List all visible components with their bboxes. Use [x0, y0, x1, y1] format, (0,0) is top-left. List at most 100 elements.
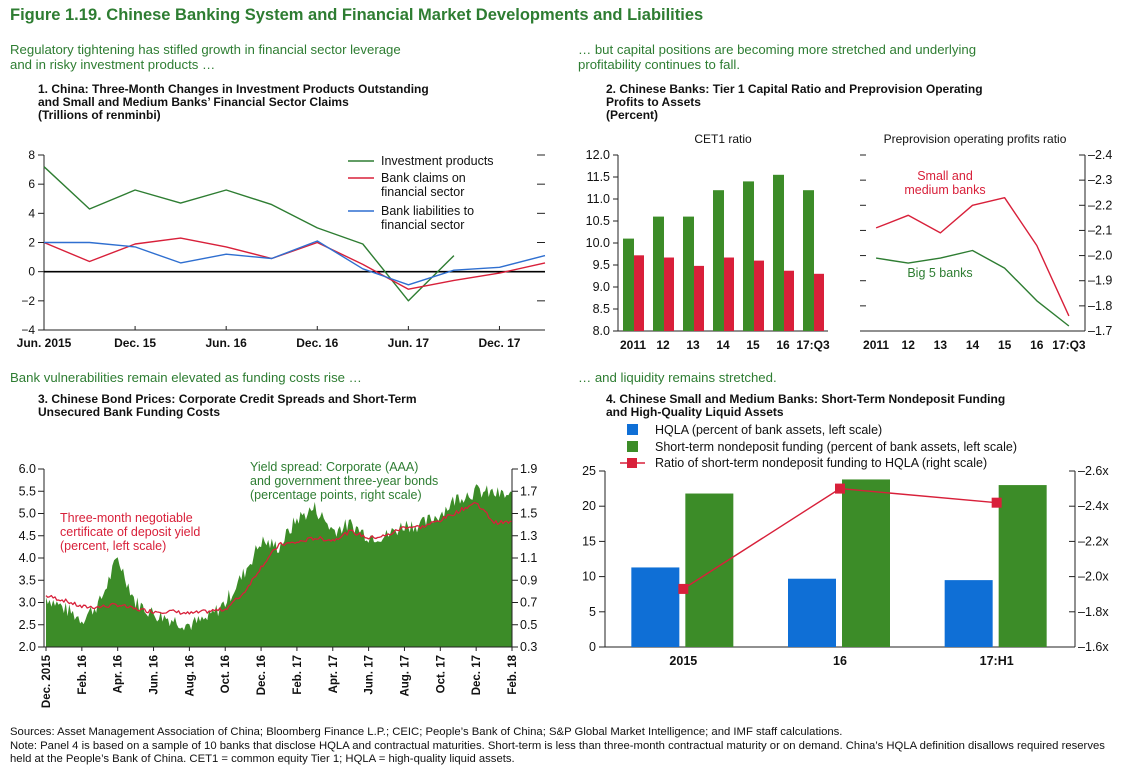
panel-title-line: and High-Quality Liquid Assets [606, 405, 784, 419]
cet1-bar-secondary [664, 257, 674, 331]
subtitle-bottom-right: … and liquidity remains stretched. [578, 370, 777, 385]
y-tick-label: 8.5 [593, 302, 610, 316]
x-tick-label: Feb. 18 [507, 654, 519, 694]
x-tick-label: Apr. 17 [328, 655, 340, 693]
y-tick-label-left: 3.0 [19, 596, 36, 610]
legend-label: Bank liabilities to [381, 204, 474, 218]
y-tick-label: 11.0 [587, 192, 610, 206]
y-tick-label: –1.7 [1088, 324, 1112, 338]
legend-label: financial sector [381, 218, 464, 232]
y-tick-label-left: 15 [582, 534, 596, 548]
x-tick-label: 2011 [863, 338, 889, 352]
y-tick-label: 10.5 [586, 214, 610, 228]
y-tick-label-left: 6.0 [19, 462, 36, 476]
x-tick-label: Dec. 17 [478, 336, 520, 350]
legend-label: Bank claims on [381, 171, 466, 185]
panel-title-line: 2. Chinese Banks: Tier 1 Capital Ratio a… [606, 82, 983, 96]
x-tick-label: Jun. 17 [364, 655, 376, 695]
panel-title-line: 3. Chinese Bond Prices: Corporate Credit… [38, 392, 417, 406]
x-tick-label: 17:H1 [980, 654, 1014, 668]
nondeposit-funding-bar [998, 485, 1047, 647]
x-tick-label: 14 [716, 338, 730, 352]
cet1-bar-secondary [694, 265, 704, 331]
cet1-bar-secondary [634, 255, 644, 331]
y-tick-label-right: –2.4x [1078, 499, 1109, 513]
x-tick-label: Apr. 16 [113, 655, 125, 693]
x-tick-label: 15 [998, 338, 1012, 352]
hqla-bar [788, 578, 836, 647]
x-tick-label: 17:Q3 [1052, 338, 1086, 352]
y-tick-label-right: –2.0x [1078, 570, 1109, 584]
hqla-bar [631, 567, 680, 647]
x-tick-label: 2011 [620, 338, 646, 352]
series-line [875, 249, 1070, 327]
cet1-bar [623, 238, 634, 331]
y-tick-label-left: 5 [589, 605, 596, 619]
y-tick-label-left: 10 [582, 570, 596, 584]
chart-subtitle: CET1 ratio [694, 132, 752, 146]
nondeposit-funding-bar [842, 479, 890, 647]
y-tick-label-left: 3.5 [19, 573, 36, 587]
subtitle-top-right: … but capital positions are becoming mor… [578, 42, 976, 72]
panel-title-line: 4. Chinese Small and Medium Banks: Short… [606, 392, 1006, 406]
methodology-note: Note: Panel 4 is based on a sample of 10… [10, 739, 1105, 766]
y-tick-label-right: 0.5 [520, 618, 537, 632]
y-tick-label-left: 25 [582, 464, 596, 478]
series-line [875, 196, 1070, 317]
x-tick-label: Jun. 2015 [17, 336, 72, 350]
cet1-bar [683, 216, 694, 331]
panel-3-title: 3. Chinese Bond Prices: Corporate Credit… [38, 393, 417, 419]
panel-2-title: 2. Chinese Banks: Tier 1 Capital Ratio a… [606, 83, 983, 122]
x-tick-label: 16 [833, 654, 847, 668]
x-tick-label: 14 [966, 338, 980, 352]
sources-note: Sources: Asset Management Association of… [10, 726, 843, 738]
figure-title: Figure 1.19. Chinese Banking System and … [10, 6, 704, 24]
y-tick-label: 10.0 [586, 236, 610, 250]
series-label: Big 5 banks [907, 266, 972, 280]
y-tick-label-right: 1.9 [520, 462, 537, 476]
subtitle-line: … but capital positions are becoming mor… [578, 42, 977, 57]
y-tick-label: 11.5 [587, 170, 610, 184]
y-tick-label: 9.5 [593, 258, 610, 272]
ratio-marker [678, 583, 689, 594]
series-label: (percentage points, right scale) [250, 488, 422, 502]
y-tick-label: 8 [28, 148, 35, 162]
yield-spread-area [46, 484, 512, 647]
x-tick-label: Dec. 17 [471, 655, 483, 695]
series-label: and government three-year bonds [250, 474, 438, 488]
y-tick-label: −4 [21, 323, 35, 337]
cet1-bar-secondary [814, 273, 824, 331]
x-tick-label: Feb. 16 [77, 655, 89, 695]
panel-title-line: and Small and Medium Banks’ Financial Se… [38, 95, 349, 109]
cet1-bar-secondary [754, 260, 764, 331]
panel-units: (Percent) [606, 108, 659, 122]
x-tick-label: 12 [902, 338, 916, 352]
x-tick-label: Aug. 17 [399, 655, 411, 697]
x-tick-label: Aug. 16 [184, 655, 196, 697]
y-tick-label: 8.0 [593, 324, 610, 338]
y-tick-label-right: 0.7 [520, 596, 537, 610]
panel-4-title: 4. Chinese Small and Medium Banks: Short… [606, 393, 1005, 419]
legend-label: HQLA (percent of bank assets, left scale… [655, 423, 882, 437]
y-tick-label-right: –1.8x [1078, 605, 1109, 619]
series-line [43, 237, 546, 290]
panel-title-line: Unsecured Bank Funding Costs [38, 405, 221, 419]
cet1-bar-secondary [784, 270, 794, 331]
subtitle-line: and in risky investment products … [10, 57, 216, 72]
subtitle-bottom-left: Bank vulnerabilities remain elevated as … [10, 370, 362, 385]
y-tick-label: −2 [21, 294, 35, 308]
series-label: Yield spread: Corporate (AAA) [250, 460, 418, 474]
y-tick-label-right: –2.2x [1078, 534, 1109, 548]
x-tick-label: 16 [1030, 338, 1044, 352]
y-tick-label-right: –1.6x [1078, 640, 1109, 654]
y-tick-label-left: 5.5 [19, 484, 36, 498]
y-tick-label-left: 2.0 [19, 640, 36, 654]
x-tick-label: 13 [934, 338, 948, 352]
series-line [44, 240, 546, 286]
x-tick-label: Oct. 17 [435, 655, 447, 693]
x-tick-label: Jun. 16 [206, 336, 248, 350]
y-tick-label: 9.0 [593, 280, 610, 294]
legend-swatch [627, 424, 638, 435]
legend-label: financial sector [381, 185, 464, 199]
